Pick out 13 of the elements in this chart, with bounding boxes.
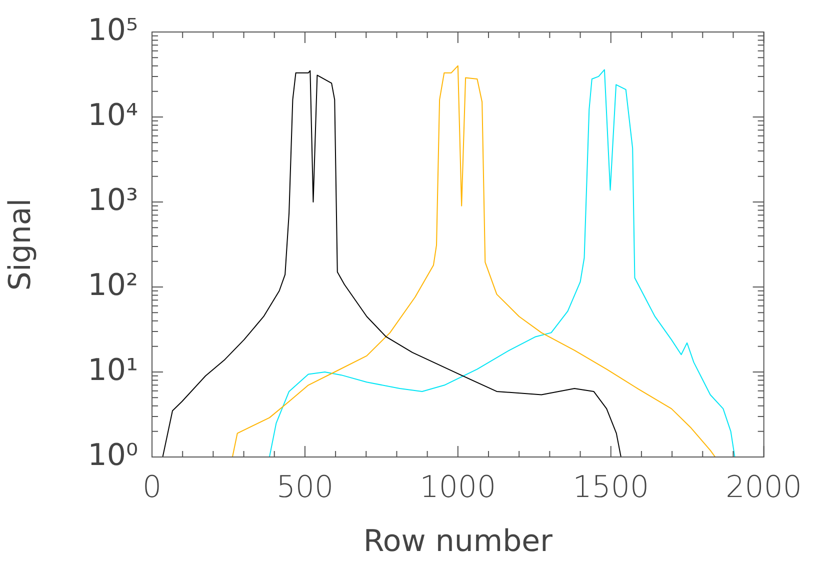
y-tick-label: 10³ bbox=[88, 182, 138, 218]
y-tick-label: 10² bbox=[88, 268, 138, 303]
x-tick-label: 1000 bbox=[420, 470, 496, 505]
y-tick-label: 10⁰ bbox=[88, 438, 138, 473]
x-tick-label: 0 bbox=[142, 470, 162, 505]
y-axis-title: Signal bbox=[2, 198, 38, 291]
x-tick-label: 2000 bbox=[726, 470, 802, 505]
y-tick-label: 10⁴ bbox=[88, 98, 138, 133]
y-tick-label: 10¹ bbox=[88, 352, 138, 388]
x-tick-label: 500 bbox=[276, 470, 334, 505]
x-tick-label: 1500 bbox=[572, 470, 650, 505]
x-axis-title: Row number bbox=[363, 524, 554, 559]
y-tick-label: 10⁵ bbox=[88, 12, 138, 48]
